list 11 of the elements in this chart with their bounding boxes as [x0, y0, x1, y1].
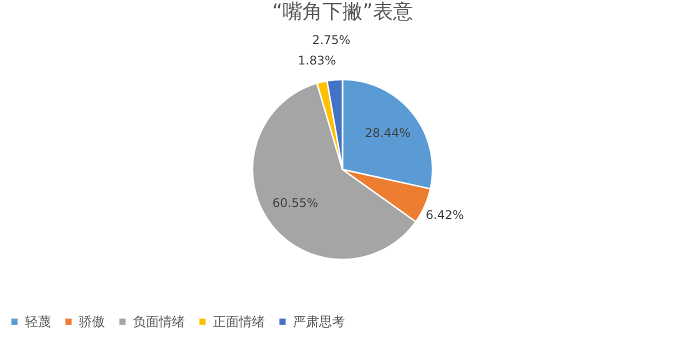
- legend-label: 正面情绪: [213, 314, 265, 330]
- data-label: 2.75%: [312, 32, 350, 47]
- data-label: 28.44%: [364, 126, 411, 140]
- data-label: 6.42%: [426, 208, 464, 222]
- legend-label: 负面情绪: [133, 314, 185, 330]
- data-label: 1.83%: [298, 53, 336, 68]
- data-label: 60.55%: [272, 196, 318, 210]
- legend-label: 严肃思考: [293, 314, 345, 330]
- chart-title: “嘴角下撇”表意: [272, 0, 413, 23]
- legend-label: 轻蔑: [25, 314, 51, 330]
- legend-label: 骄傲: [79, 314, 105, 330]
